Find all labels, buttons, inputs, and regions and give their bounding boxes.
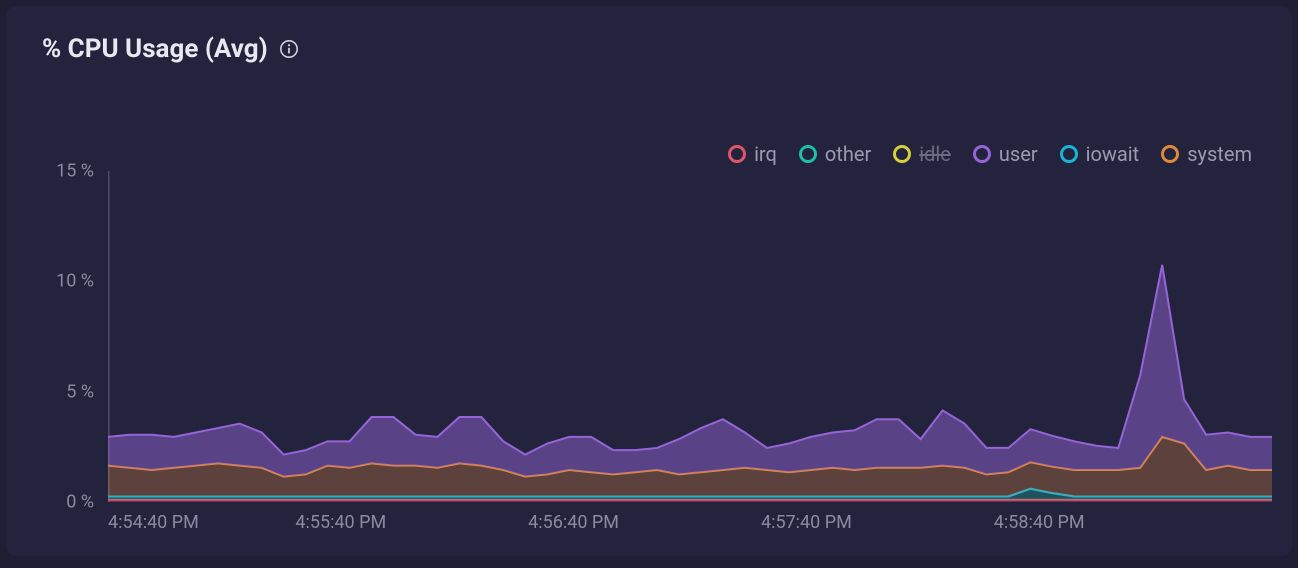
chart-legend: irq other idle user iowait system	[728, 142, 1252, 166]
legend-swatch	[973, 145, 991, 163]
legend-label: other	[825, 142, 871, 166]
legend-swatch	[799, 145, 817, 163]
info-icon[interactable]	[278, 38, 300, 60]
y-tick-label: 5 %	[66, 381, 94, 402]
x-tick-label: 4:54:40 PM	[108, 512, 199, 533]
legend-swatch	[728, 145, 746, 163]
x-tick-label: 4:56:40 PM	[528, 512, 619, 533]
chart-area: 0 %5 %10 %15 % 4:54:40 PM4:55:40 PM4:56:…	[42, 171, 1272, 542]
line-user	[108, 265, 1272, 455]
legend-item-other[interactable]: other	[799, 142, 871, 166]
y-tick-label: 0 %	[66, 492, 94, 513]
legend-item-idle[interactable]: idle	[893, 142, 951, 166]
legend-item-iowait[interactable]: iowait	[1060, 142, 1140, 166]
legend-label: iowait	[1086, 142, 1140, 166]
legend-swatch	[893, 145, 911, 163]
legend-swatch	[1060, 145, 1078, 163]
legend-swatch	[1161, 145, 1179, 163]
x-tick-label: 4:58:40 PM	[994, 512, 1085, 533]
x-tick-label: 4:55:40 PM	[295, 512, 386, 533]
panel-title: % CPU Usage (Avg)	[42, 34, 268, 64]
legend-item-user[interactable]: user	[973, 142, 1038, 166]
legend-item-system[interactable]: system	[1161, 142, 1252, 166]
y-tick-label: 15 %	[56, 161, 94, 182]
legend-label: system	[1187, 142, 1252, 166]
panel-header: % CPU Usage (Avg)	[6, 34, 1292, 64]
plot-region[interactable]	[108, 171, 1272, 502]
legend-item-irq[interactable]: irq	[728, 142, 777, 166]
legend-label: irq	[754, 142, 777, 166]
y-axis: 0 %5 %10 %15 %	[42, 171, 102, 502]
legend-label: user	[999, 142, 1038, 166]
cpu-usage-panel: % CPU Usage (Avg) irq other idle user iowait…	[6, 6, 1292, 556]
chart-svg	[108, 171, 1272, 502]
legend-label: idle	[919, 142, 951, 166]
x-tick-label: 4:57:40 PM	[761, 512, 852, 533]
x-axis: 4:54:40 PM 4:55:40 PM 4:56:40 PM 4:57:40 PM…	[108, 506, 1272, 542]
y-tick-label: 10 %	[56, 271, 94, 292]
